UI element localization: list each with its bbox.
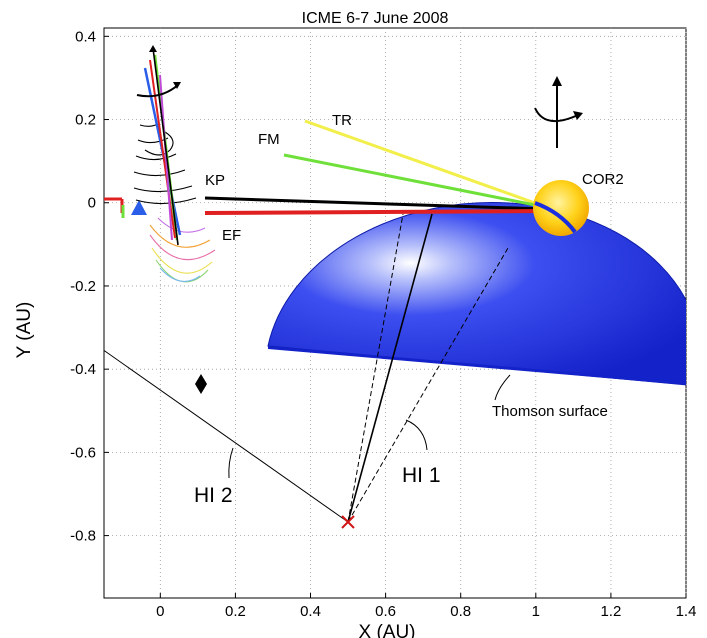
model-lines	[104, 119, 546, 218]
label-tr: TR	[332, 112, 352, 129]
fieldline-magenta	[159, 74, 173, 241]
annotations: TR FM KP EF COR2 Thomson surface HI 1 HI…	[194, 112, 624, 507]
hi2-pointer	[228, 447, 234, 479]
x-axis-label: X (AU)	[359, 622, 416, 638]
contour-lines-color	[149, 217, 216, 283]
thomson-front-arc	[534, 201, 577, 234]
kp-marker	[131, 200, 147, 215]
in-situ-cluster	[133, 45, 216, 283]
y-tick-label: 0	[88, 195, 96, 212]
left-rotation-arrow	[136, 84, 179, 98]
y-tick-label: -0.4	[70, 361, 96, 378]
diamond-marker	[195, 374, 207, 394]
y-tick-label: -0.8	[70, 528, 96, 545]
x-tick-label: 0	[156, 603, 164, 620]
label-ef: EF	[222, 227, 241, 244]
x-tick-label: 0.2	[225, 603, 246, 620]
thomson-base-edge	[268, 346, 686, 385]
left-rotation-arrowhead	[173, 82, 181, 89]
hi1-center-line	[347, 213, 433, 523]
label-hi2: HI 2	[194, 484, 233, 507]
ef-line	[204, 209, 546, 215]
x-tick-label: 0.6	[375, 603, 396, 620]
label-fm: FM	[258, 131, 280, 148]
hi1-pointer	[405, 419, 428, 451]
fm-line	[283, 153, 541, 208]
tr-line	[304, 119, 536, 205]
hi1-right-edge	[347, 247, 509, 523]
kp-line	[204, 196, 546, 211]
label-thomson: Thomson surface	[492, 403, 608, 420]
sun	[533, 180, 589, 236]
label-cor2: COR2	[582, 171, 624, 188]
hi2-line	[104, 349, 349, 523]
sun-disk	[533, 180, 589, 236]
observer-marker	[341, 515, 355, 529]
y-axis-label: Y (AU)	[14, 302, 35, 359]
figure-title: ICME 6-7 June 2008	[302, 10, 449, 27]
x-tick-label: 0.8	[450, 603, 471, 620]
x-tick-label: 1.2	[600, 603, 621, 620]
x-tick-labels: 0 0.2 0.4 0.6 0.8 1 1.2 1.4	[156, 603, 696, 620]
rotation-symbol	[534, 76, 583, 148]
x-tick-label: 1	[532, 603, 540, 620]
y-tick-label: -0.2	[70, 278, 96, 295]
fieldline-arrowhead	[149, 45, 157, 52]
y-tick-label: 0.2	[75, 112, 96, 129]
thomson-pointer	[494, 374, 511, 401]
hi-lines	[104, 213, 509, 523]
hi1-left-edge	[347, 213, 404, 523]
y-tick-label: -0.6	[70, 444, 96, 461]
fieldline-red	[149, 59, 176, 239]
y-tick-labels: 0.4 0.2 0 -0.2 -0.4 -0.6 -0.8	[70, 28, 96, 544]
label-hi1: HI 1	[402, 464, 441, 487]
y-tick-label: 0.4	[75, 28, 96, 45]
x-tick-label: 0.4	[300, 603, 321, 620]
label-kp: KP	[205, 172, 225, 189]
fieldline-black	[152, 47, 179, 246]
x-tick-label: 1.4	[676, 603, 697, 620]
